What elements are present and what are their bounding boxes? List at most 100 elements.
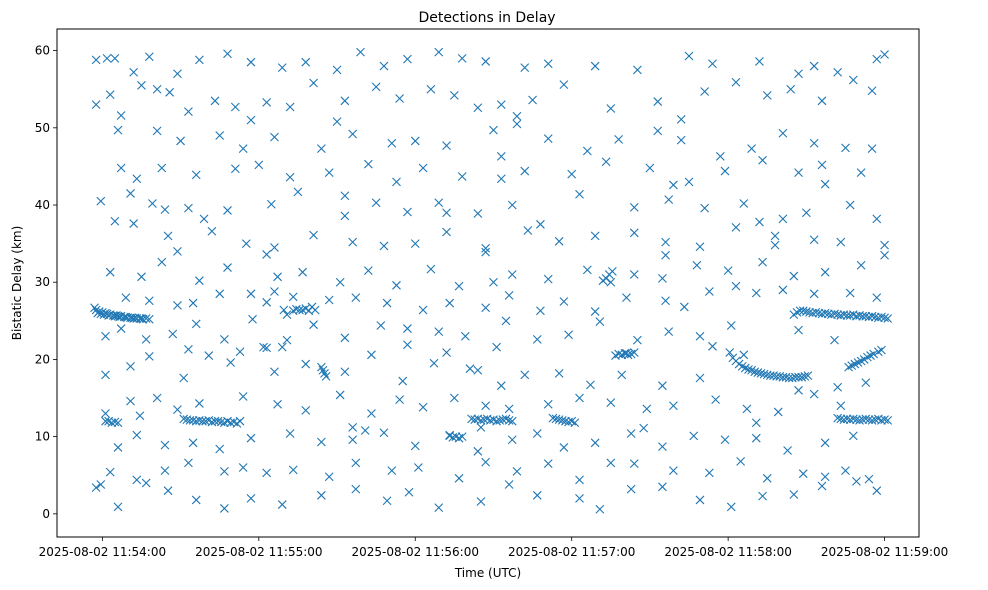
data-point (410, 136, 420, 146)
data-point (363, 266, 373, 276)
data-point (403, 54, 412, 64)
data-point (507, 416, 517, 426)
data-point (340, 211, 350, 221)
data-point (241, 239, 251, 249)
data-point (723, 266, 733, 276)
data-point (559, 297, 569, 306)
data-point (418, 305, 428, 315)
data-point (199, 214, 209, 224)
data-point (285, 102, 295, 112)
data-point (751, 418, 761, 428)
data-point (520, 166, 530, 176)
data-point (165, 87, 175, 97)
data-point (288, 465, 298, 475)
data-point (210, 96, 220, 106)
data-point (676, 135, 686, 145)
data-point (809, 138, 819, 148)
data-point (794, 385, 803, 395)
data-point (532, 429, 542, 438)
data-point (101, 409, 110, 418)
data-point (266, 199, 276, 209)
data-point (173, 405, 182, 415)
y-tick-label: 60 (35, 44, 50, 58)
data-point (387, 466, 397, 475)
data-point (751, 288, 761, 298)
data-point (852, 415, 861, 425)
data-point (113, 443, 123, 452)
data-point (880, 50, 889, 59)
data-point (880, 240, 889, 250)
data-point (434, 327, 444, 337)
data-point (658, 482, 667, 492)
data-point (543, 459, 553, 469)
data-point (842, 414, 852, 424)
data-point (392, 280, 401, 290)
data-point (492, 342, 501, 352)
data-point (434, 503, 444, 513)
data-point (512, 111, 522, 121)
y-axis-ticks: 0 10 20 30 40 50 60 (35, 44, 57, 521)
data-point (223, 206, 232, 215)
data-point (279, 305, 289, 315)
data-point (661, 296, 670, 306)
data-point (191, 319, 201, 329)
data-point (137, 272, 146, 282)
data-point (856, 168, 866, 177)
data-point (762, 91, 772, 100)
x-tick-label: 2025-08-02 11:54:00 (39, 545, 166, 559)
data-point (629, 202, 639, 212)
data-point (442, 227, 451, 237)
data-point (105, 267, 115, 277)
y-tick-label: 0 (42, 507, 50, 521)
data-point (324, 168, 334, 177)
data-point (110, 216, 120, 226)
data-point (230, 102, 240, 112)
data-point (262, 97, 272, 107)
data-point (163, 486, 173, 496)
data-point (160, 440, 170, 450)
data-point (626, 484, 636, 494)
data-point (429, 358, 439, 368)
data-point (160, 205, 170, 215)
data-point (160, 466, 170, 475)
data-point (262, 250, 272, 259)
data-point (220, 466, 229, 476)
data-point (845, 288, 855, 298)
data-point (309, 230, 318, 240)
data-point (664, 327, 674, 337)
data-point (864, 474, 874, 484)
data-point (215, 131, 225, 140)
data-point (126, 361, 135, 371)
data-point (770, 231, 780, 241)
data-point (504, 290, 514, 300)
data-point (465, 364, 475, 374)
x-axis-ticks: 2025-08-02 11:54:00 2025-08-02 11:55:00 20… (39, 537, 948, 559)
data-point (348, 422, 358, 432)
data-point (238, 144, 248, 154)
data-point (833, 382, 843, 392)
data-point (188, 438, 198, 448)
data-point (309, 320, 318, 330)
data-point (836, 401, 846, 411)
data-point (392, 177, 401, 187)
data-point (467, 414, 476, 424)
data-point (704, 468, 714, 478)
data-point (731, 77, 741, 87)
y-tick-label: 40 (35, 198, 50, 212)
data-point (387, 138, 397, 148)
data-point (590, 307, 600, 316)
data-point (270, 367, 279, 377)
data-point (449, 91, 459, 100)
data-point (382, 298, 392, 308)
data-point (481, 401, 491, 411)
data-point (726, 321, 736, 330)
data-point (101, 370, 110, 380)
data-point (223, 263, 232, 272)
data-point (194, 55, 204, 65)
data-point (582, 265, 592, 275)
data-point (141, 314, 151, 323)
data-point (845, 415, 855, 425)
data-point (575, 475, 584, 485)
data-point (841, 466, 850, 475)
